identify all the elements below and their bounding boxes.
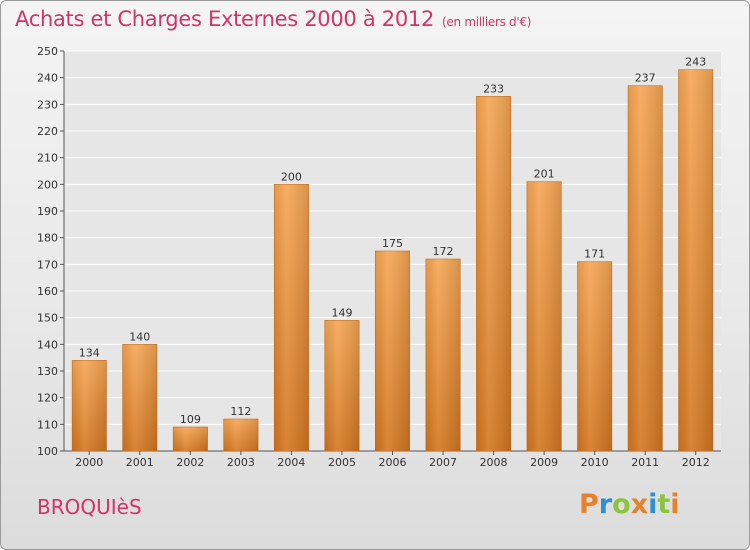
bar-shading (122, 344, 157, 451)
bar-shading (324, 320, 360, 451)
x-tick-label: 2006 (379, 456, 407, 469)
y-tick-label: 250 (37, 45, 58, 58)
data-label: 109 (180, 413, 201, 426)
bar-shading (223, 419, 259, 451)
y-tick-label: 140 (37, 338, 58, 351)
y-tick-label: 110 (37, 418, 58, 431)
bar-shading (678, 69, 713, 452)
y-tick-label: 210 (37, 152, 58, 165)
data-label: 233 (483, 82, 504, 95)
logo-letter: P (579, 489, 599, 520)
proxiti-logo: Proxiti (579, 489, 680, 520)
chart-unit-note: (en milliers d'€) (442, 15, 532, 29)
x-tick-label: 2007 (429, 456, 457, 469)
bar-shading (173, 427, 208, 451)
chart-title-text: Achats et Charges Externes 2000 à 2012 (15, 7, 435, 31)
data-label: 171 (584, 248, 605, 261)
logo-letter: i (670, 489, 680, 520)
logo-letter: i (648, 489, 658, 520)
x-tick-label: 2003 (227, 456, 255, 469)
town-name: BROQUIèS (37, 495, 142, 519)
logo-letter: t (657, 489, 671, 520)
data-label: 134 (79, 346, 100, 359)
bar-shading (526, 181, 562, 451)
y-tick-label: 220 (37, 125, 58, 138)
bar-shading (72, 360, 107, 451)
y-tick-label: 130 (37, 365, 58, 378)
bar-shading (628, 85, 663, 452)
y-tick-label: 150 (37, 312, 58, 325)
x-tick-label: 2004 (277, 456, 305, 469)
y-tick-label: 170 (37, 258, 58, 271)
data-label: 200 (281, 170, 302, 183)
data-label: 237 (635, 72, 656, 85)
x-tick-label: 2011 (631, 456, 659, 469)
bar-shading (375, 251, 410, 451)
data-label: 140 (129, 330, 150, 343)
x-tick-label: 2000 (75, 456, 103, 469)
y-tick-label: 100 (37, 445, 58, 458)
x-tick-label: 2010 (581, 456, 609, 469)
y-tick-label: 120 (37, 392, 58, 405)
data-label: 201 (534, 168, 555, 181)
y-tick-label: 180 (37, 232, 58, 245)
y-tick-label: 230 (37, 98, 58, 111)
bar-shading (425, 259, 461, 451)
bar-shading (577, 261, 612, 451)
x-tick-label: 2002 (176, 456, 204, 469)
bar-shading (274, 184, 309, 452)
y-tick-label: 240 (37, 72, 58, 85)
bar-shading (476, 96, 511, 451)
logo-letter: r (598, 489, 613, 520)
logo-letter: x (630, 489, 649, 520)
y-tick-label: 190 (37, 205, 58, 218)
x-tick-label: 2005 (328, 456, 356, 469)
y-tick-label: 160 (37, 285, 58, 298)
x-tick-label: 2008 (480, 456, 508, 469)
chart-title: Achats et Charges Externes 2000 à 2012 (e… (15, 7, 531, 31)
x-tick-label: 2009 (530, 456, 558, 469)
data-label: 149 (331, 306, 352, 319)
data-label: 172 (433, 245, 454, 258)
y-tick-label: 200 (37, 178, 58, 191)
x-tick-label: 2012 (682, 456, 710, 469)
logo-letter: o (612, 489, 631, 520)
x-tick-label: 2001 (126, 456, 154, 469)
data-label: 175 (382, 237, 403, 250)
data-label: 243 (685, 56, 706, 69)
data-label: 112 (230, 405, 251, 418)
